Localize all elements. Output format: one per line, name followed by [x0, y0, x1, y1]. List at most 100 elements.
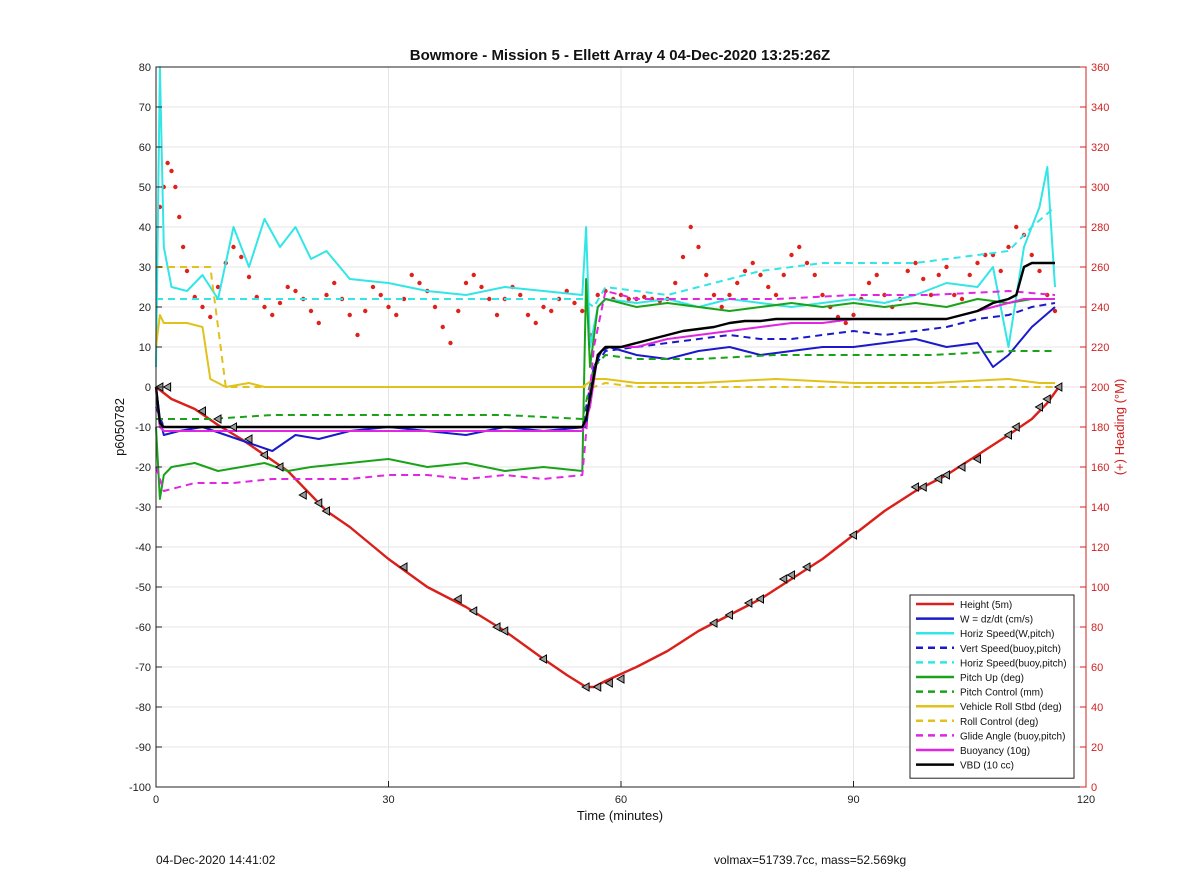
dive-marker [212, 414, 222, 424]
heading-point [680, 254, 686, 260]
series-line-8 [156, 266, 1055, 388]
heading-point [975, 260, 980, 266]
heading-point [1006, 244, 1011, 250]
heading-point [1029, 252, 1034, 258]
heading-point [750, 260, 755, 266]
legend: Height (5m) W = dz/dt (cm/s) Horiz Speed(W… [909, 594, 1075, 779]
dive-marker [933, 474, 943, 484]
heading-point [719, 304, 724, 310]
x-tick-label: 30 [382, 794, 394, 806]
heading-point [394, 312, 399, 318]
heading-point [812, 272, 817, 278]
chart-title: Bowmore - Mission 5 - Ellett Array 4 04-… [410, 47, 830, 64]
dive-marker [615, 674, 625, 684]
y-tick-label: 0 [145, 382, 151, 394]
y-tick-label: 20 [139, 302, 151, 314]
heading-point [494, 312, 500, 318]
series-line-11 [154, 261, 1055, 429]
dive-marker [491, 622, 501, 632]
heading-point [704, 272, 709, 278]
x-tick-label: 60 [615, 794, 627, 806]
dive-marker [298, 490, 307, 500]
dive-marker [778, 574, 788, 584]
axes: 0 30 60 90 120-100-90-80-70-60-50-40-30-20-1… [129, 62, 1109, 806]
y-tick-label: -20 [135, 462, 151, 474]
heading-point [781, 272, 786, 278]
dive-marker [259, 450, 268, 460]
y-right-tick-label: 320 [1091, 142, 1109, 154]
heading-point [595, 292, 600, 298]
y-tick-label: 30 [139, 262, 151, 274]
heading-point [851, 312, 856, 318]
series-line-4 [156, 206, 1056, 308]
legend-label: Roll Control (deg) [960, 717, 1038, 728]
dive-marker [743, 598, 753, 608]
heading-point [580, 308, 585, 314]
heading-point [409, 272, 414, 278]
heading-point [401, 296, 407, 302]
series-line-6 [156, 350, 1055, 420]
heading-point [727, 292, 732, 298]
heading-point [308, 308, 314, 314]
heading-point [471, 272, 476, 278]
heading-point [789, 252, 794, 258]
y-right-tick-label: 40 [1091, 702, 1103, 714]
dive-marker [972, 454, 981, 464]
series-line-2 [155, 66, 1056, 368]
heading-point [742, 268, 748, 274]
dive-marker [918, 482, 927, 492]
series-line-9 [155, 290, 1056, 492]
dive-marker [1003, 430, 1012, 440]
heading-point [1037, 268, 1042, 274]
y-right-tick-label: 180 [1091, 422, 1109, 434]
y-right-tick-label: 100 [1091, 582, 1109, 594]
y-tick-label: -80 [135, 702, 151, 714]
heading-point [239, 254, 244, 260]
heading-point [180, 244, 186, 250]
y-tick-label: 40 [139, 222, 151, 234]
series-line-5 [155, 278, 1055, 500]
heading-point [277, 300, 283, 306]
heading-point [173, 184, 178, 190]
dive-marker [941, 470, 950, 480]
heading-point [843, 320, 848, 326]
dive-marker [786, 570, 795, 580]
heading-point [874, 272, 879, 278]
dive-marker [956, 462, 966, 472]
heading-point [533, 320, 538, 326]
heading-point [324, 292, 329, 298]
heading-point [541, 304, 546, 310]
dive-marker [453, 594, 462, 604]
y-right-tick-label: 240 [1091, 302, 1109, 314]
dive-marker [604, 678, 613, 688]
heading-point [696, 244, 701, 250]
y-right-tick-label: 200 [1091, 382, 1109, 394]
heading-point [386, 304, 391, 310]
heading-point [1014, 224, 1019, 230]
legend-label: Glide Angle (buoy,pitch) [960, 731, 1065, 742]
y-right-tick-label: 220 [1091, 342, 1109, 354]
x-tick-label: 90 [847, 794, 859, 806]
right-axis-label: (+) Heading (°M) [1112, 379, 1127, 476]
dive-marker [1011, 422, 1020, 432]
heading-point [463, 280, 469, 286]
y-right-tick-label: 300 [1091, 182, 1109, 194]
dive-marker [1053, 382, 1063, 392]
heading-point [626, 296, 631, 302]
y-tick-label: 60 [139, 142, 151, 154]
heading-point [921, 276, 926, 282]
y-right-tick-label: 280 [1091, 222, 1109, 234]
heading-point [944, 264, 949, 270]
grid [156, 67, 1086, 787]
heading-point [208, 314, 213, 320]
heading-point [177, 214, 182, 220]
dive-marker [592, 682, 602, 692]
legend-label: Vehicle Roll Stbd (deg) [960, 702, 1062, 713]
heading-point [549, 308, 554, 314]
dive-marker [398, 562, 408, 572]
heading-point [456, 308, 461, 314]
heading-point [440, 324, 445, 330]
heading-point [773, 292, 779, 298]
heading-point [882, 292, 887, 298]
y-right-tick-label: 340 [1091, 102, 1109, 114]
